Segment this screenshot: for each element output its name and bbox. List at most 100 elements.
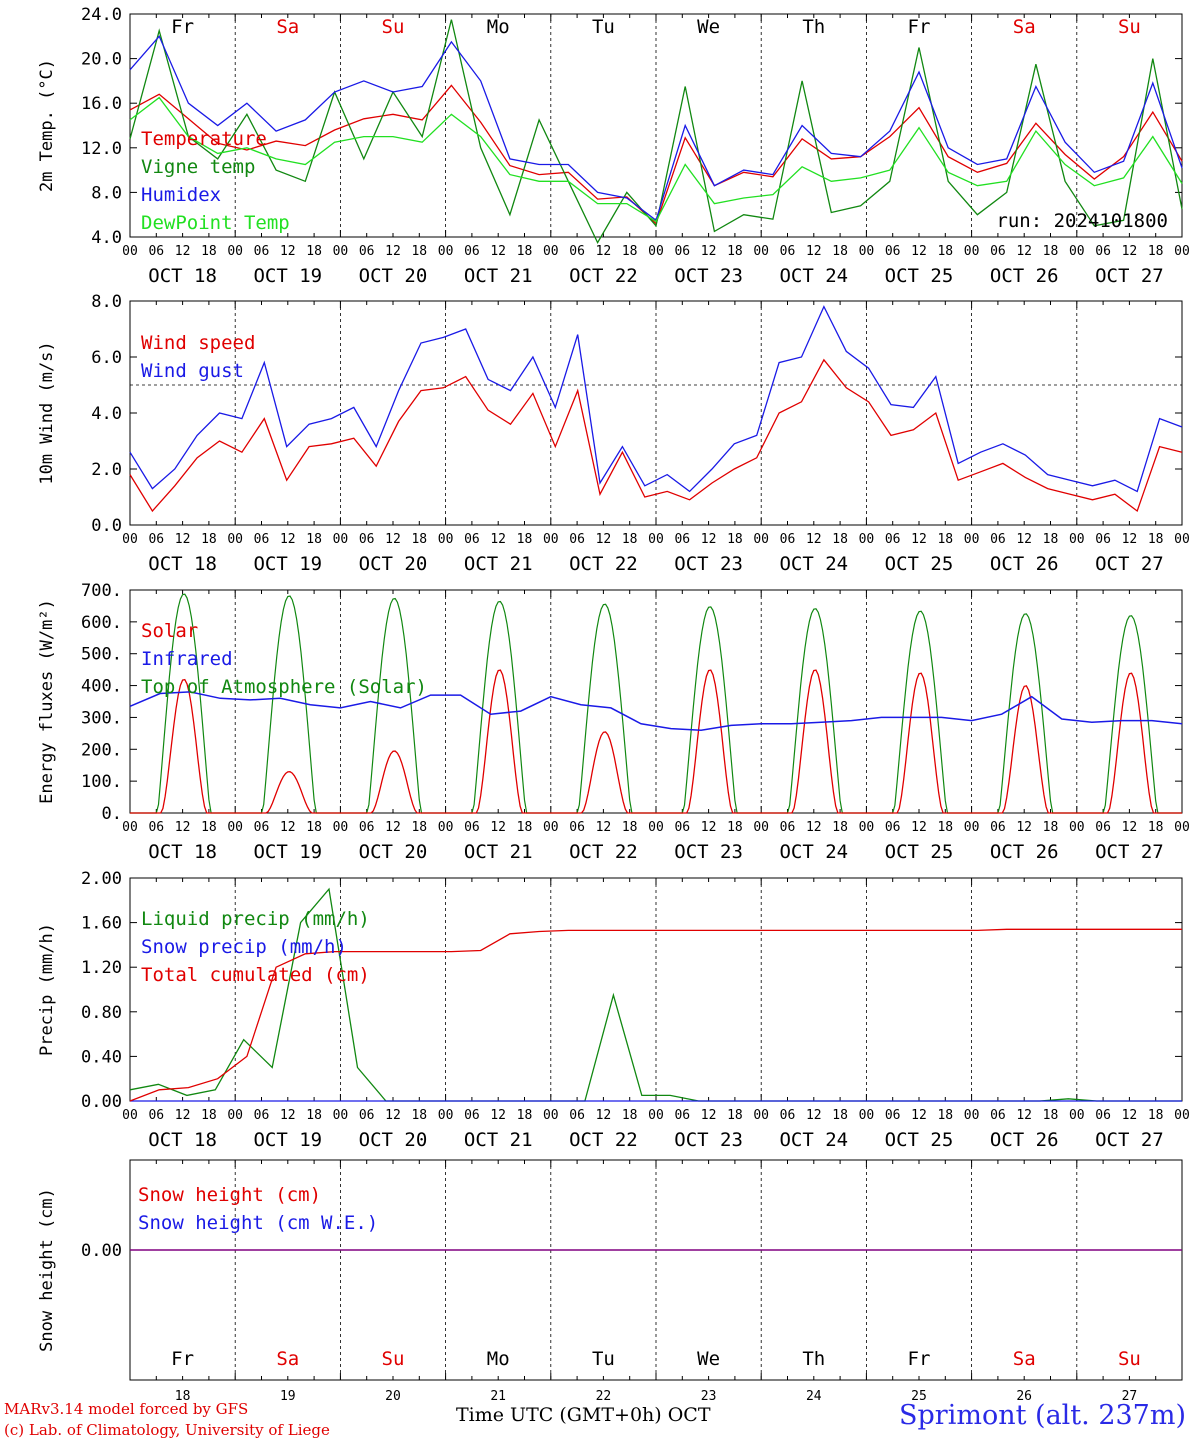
- hour-tick-label: 18: [622, 820, 638, 835]
- legend-entry: DewPoint Temp: [141, 212, 290, 234]
- hour-tick-label: 06: [780, 244, 796, 259]
- weekday-label: Sa: [1013, 1348, 1036, 1370]
- hour-tick-label: 06: [1095, 1108, 1111, 1123]
- date-label: OCT 22: [569, 841, 638, 863]
- weekday-label: Mo: [487, 1348, 510, 1370]
- y-axis-label: Snow height (cm): [37, 1188, 57, 1352]
- panel-frame: [129, 300, 1183, 526]
- day-number-label: 24: [806, 1389, 822, 1404]
- hour-tick-label: 06: [1095, 532, 1111, 547]
- day-number-label: 20: [385, 1389, 401, 1404]
- hour-tick-label: 06: [148, 1108, 164, 1123]
- hour-tick-label: 12: [490, 820, 506, 835]
- legend-entry: Vigne temp: [141, 156, 255, 178]
- hour-tick-label: 06: [359, 820, 375, 835]
- y-tick-label: 24.0: [81, 5, 122, 25]
- hour-tick-label: 18: [411, 820, 427, 835]
- hour-tick-label: 12: [596, 244, 612, 259]
- hour-tick-label: 12: [385, 532, 401, 547]
- legend-entry: Total cumulated (cm): [141, 964, 370, 986]
- y-tick-label: 8.0: [91, 183, 122, 203]
- hour-tick-label: 18: [517, 820, 533, 835]
- y-axis-label: Precip (mm/h): [37, 923, 57, 1056]
- hour-tick-label: 18: [306, 820, 322, 835]
- hour-tick-label: 00: [438, 244, 454, 259]
- hour-tick-label: 00: [333, 244, 349, 259]
- legend-entry: Liquid precip (mm/h): [141, 908, 370, 930]
- date-label: OCT 18: [148, 553, 217, 575]
- date-label: OCT 19: [253, 553, 322, 575]
- date-label: OCT 22: [569, 553, 638, 575]
- y-tick-label: 4.0: [91, 228, 122, 248]
- hour-tick-label: 06: [254, 1108, 270, 1123]
- time-axis-label: Time UTC (GMT+0h) OCT: [456, 1404, 711, 1426]
- hour-tick-label: 06: [359, 1108, 375, 1123]
- hour-tick-label: 12: [596, 532, 612, 547]
- y-tick-label: 0.80: [81, 1003, 122, 1023]
- hour-tick-label: 06: [464, 1108, 480, 1123]
- hour-tick-label: 18: [727, 1108, 743, 1123]
- day-number-label: 18: [175, 1389, 191, 1404]
- hour-tick-label: 18: [411, 244, 427, 259]
- date-label: OCT 21: [464, 265, 533, 287]
- hour-tick-label: 06: [464, 820, 480, 835]
- date-label: OCT 19: [253, 841, 322, 863]
- hour-tick-label: 06: [780, 1108, 796, 1123]
- legend-entry: Infrared: [141, 648, 233, 670]
- hour-tick-label: 12: [1016, 1108, 1032, 1123]
- panel-frame: [129, 13, 1183, 238]
- hour-tick-label: 18: [937, 820, 953, 835]
- date-label: OCT 26: [990, 841, 1059, 863]
- legend-entry: Snow precip (mm/h): [141, 936, 347, 958]
- hour-tick-label: 18: [306, 1108, 322, 1123]
- y-tick-label: 0.0: [91, 516, 122, 536]
- legend-entry: Snow height (cm W.E.): [138, 1212, 378, 1234]
- hour-tick-label: 12: [490, 1108, 506, 1123]
- hour-tick-label: 06: [674, 244, 690, 259]
- hour-tick-label: 06: [674, 820, 690, 835]
- date-label: OCT 20: [359, 553, 428, 575]
- hour-tick-label: 12: [1122, 1108, 1138, 1123]
- hour-tick-label: 06: [1095, 244, 1111, 259]
- hour-tick-label: 06: [254, 532, 270, 547]
- hour-tick-label: 18: [1043, 532, 1059, 547]
- hour-tick-label: 00: [122, 820, 138, 835]
- hour-tick-label: 12: [806, 1108, 822, 1123]
- hour-tick-label: 06: [569, 244, 585, 259]
- y-tick-label: 20.0: [81, 50, 122, 70]
- hour-tick-label: 18: [1148, 1108, 1164, 1123]
- weekday-label: Su: [1118, 16, 1141, 38]
- date-label: OCT 27: [1095, 1129, 1164, 1151]
- y-axis-label: Energy fluxes (W/m²): [37, 599, 57, 804]
- hour-tick-label: 18: [622, 244, 638, 259]
- hour-tick-label: 00: [648, 244, 664, 259]
- legend-entry: Humidex: [141, 184, 221, 206]
- date-label: OCT 23: [674, 1129, 743, 1151]
- hour-tick-label: 00: [1069, 532, 1085, 547]
- hour-tick-label: 18: [937, 1108, 953, 1123]
- y-tick-label: 0.: [102, 804, 122, 824]
- hour-tick-label: 06: [464, 532, 480, 547]
- date-label: OCT 18: [148, 841, 217, 863]
- hour-tick-label: 00: [543, 1108, 559, 1123]
- credit-line-1: MARv3.14 model forced by GFS: [4, 1400, 249, 1418]
- day-number-label: 26: [1016, 1389, 1032, 1404]
- hour-tick-label: 18: [411, 1108, 427, 1123]
- hour-tick-label: 18: [1148, 820, 1164, 835]
- y-tick-label: 2.00: [81, 869, 122, 889]
- hour-tick-label: 00: [753, 820, 769, 835]
- hour-tick-label: 12: [701, 532, 717, 547]
- y-tick-label: 300.: [81, 708, 122, 728]
- hour-tick-label: 12: [911, 820, 927, 835]
- y-tick-label: 200.: [81, 740, 122, 760]
- hour-tick-label: 18: [1043, 820, 1059, 835]
- hour-tick-label: 18: [411, 532, 427, 547]
- hour-tick-label: 06: [148, 244, 164, 259]
- hour-tick-label: 06: [569, 820, 585, 835]
- date-label: OCT 25: [885, 1129, 954, 1151]
- date-label: OCT 24: [779, 841, 848, 863]
- hour-tick-label: 06: [254, 244, 270, 259]
- y-tick-label: 6.0: [91, 348, 122, 368]
- y-tick-label: 2.0: [91, 460, 122, 480]
- weekday-label: Mo: [487, 16, 510, 38]
